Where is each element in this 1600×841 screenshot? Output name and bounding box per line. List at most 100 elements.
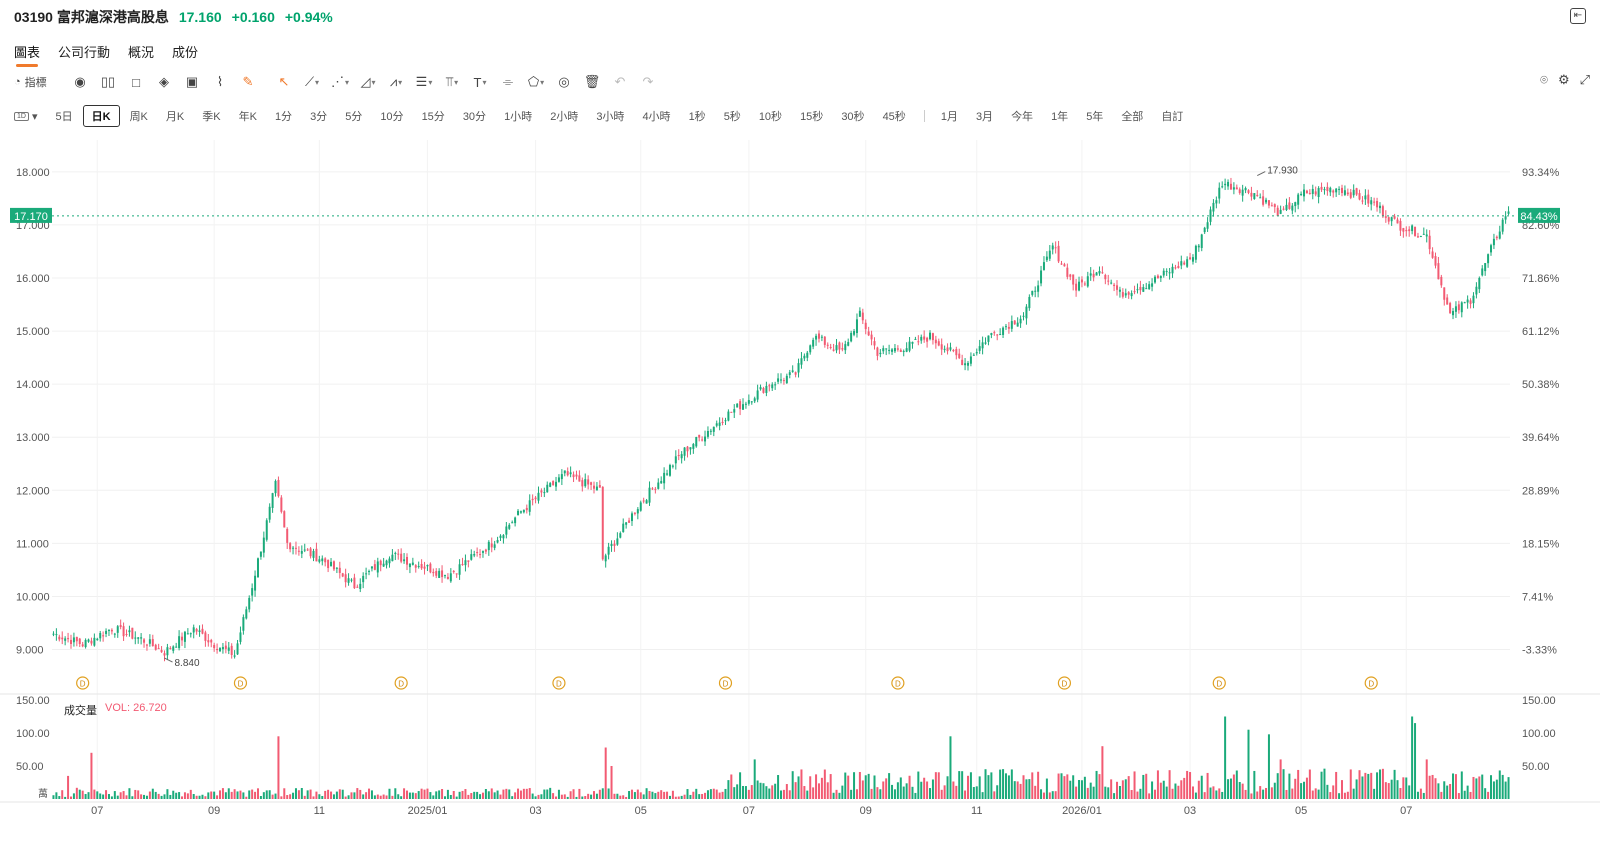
volume-bar	[294, 788, 297, 799]
tab-corporate-actions[interactable]: 公司行動	[58, 45, 111, 60]
period-30m[interactable]: 30分	[462, 111, 487, 123]
candle-body	[1244, 188, 1247, 191]
volume-bar	[1162, 780, 1165, 799]
volume-bar	[1250, 793, 1253, 799]
candle-body	[1460, 302, 1463, 313]
volume-bar	[1206, 772, 1209, 799]
period-1s[interactable]: 1秒	[688, 111, 706, 123]
fib-icon[interactable]: ☰	[410, 72, 438, 92]
camera-icon[interactable]: ⌾	[1540, 72, 1548, 87]
candle-body	[1098, 270, 1101, 274]
settings-icon[interactable]: ⚙	[1557, 72, 1570, 87]
period-3h[interactable]: 3小時	[596, 111, 625, 123]
volume-bar	[1308, 769, 1311, 799]
undo-icon[interactable]: ↶	[614, 74, 626, 89]
period-1h[interactable]: 1小時	[504, 111, 533, 123]
interval-selector[interactable]: 1D ▾	[14, 110, 37, 123]
volume-bar	[531, 793, 534, 799]
volume-bar	[467, 794, 470, 799]
period-30s[interactable]: 30秒	[841, 111, 865, 123]
period-1m[interactable]: 1分	[274, 111, 293, 123]
volume-bar	[1340, 780, 1343, 799]
candle-body	[575, 474, 578, 477]
range-1year[interactable]: 1年	[1051, 111, 1069, 123]
x-tick-label: 2025/01	[408, 805, 448, 817]
candle-body	[81, 644, 84, 647]
candle-body	[1224, 183, 1227, 186]
period-10m[interactable]: 10分	[380, 111, 404, 123]
period-15m[interactable]: 15分	[421, 111, 445, 123]
volume-bar	[280, 796, 283, 799]
range-3month[interactable]: 3月	[975, 111, 994, 123]
volume-bar	[350, 792, 353, 799]
dividend-marker-label: D	[1368, 680, 1374, 689]
range-1month[interactable]: 1月	[940, 111, 958, 123]
candle-body	[1177, 265, 1180, 268]
volume-bar	[1507, 777, 1510, 799]
candle-type-icon[interactable]: ▯▯	[100, 74, 116, 89]
period-4h[interactable]: 4小時	[642, 111, 671, 123]
period-3m[interactable]: 3分	[310, 111, 328, 123]
compare-icon[interactable]: ▣	[185, 74, 199, 89]
volume-bar	[382, 794, 385, 799]
trash-icon[interactable]: 🗑	[583, 74, 601, 89]
measure-icon[interactable]: ⫪	[438, 72, 466, 92]
highlighter-icon[interactable]: ✎	[242, 74, 254, 89]
range-all[interactable]: 全部	[1121, 111, 1144, 123]
candle-body	[610, 543, 613, 546]
triangle-draw-icon[interactable]: ◿	[354, 72, 382, 92]
candle-body	[628, 520, 631, 523]
volume-bar	[1387, 783, 1390, 799]
period-weekly[interactable]: 周K	[129, 111, 148, 123]
pattern-icon[interactable]: ⩘	[382, 72, 410, 92]
candle-body	[718, 422, 721, 426]
period-quarterly[interactable]: 季K	[202, 111, 221, 123]
period-monthly[interactable]: 月K	[165, 111, 185, 123]
volume-bar	[481, 792, 484, 799]
volume-bar	[873, 775, 876, 799]
replay-icon[interactable]: ◉	[74, 74, 86, 89]
multi-line-icon[interactable]: ⋰	[326, 72, 354, 92]
volume-bar	[52, 795, 55, 799]
volume-bar	[84, 794, 87, 799]
period-5d[interactable]: 5日	[55, 111, 73, 123]
period-45s[interactable]: 45秒	[882, 111, 906, 123]
period-yearly[interactable]: 年K	[238, 111, 257, 123]
period-2h[interactable]: 2小時	[550, 111, 579, 123]
redo-icon[interactable]: ↷	[642, 74, 654, 89]
brush-icon[interactable]: ⌯	[502, 74, 514, 89]
rectangle-icon[interactable]: □	[132, 74, 140, 90]
layers-icon[interactable]: ◈	[159, 74, 169, 89]
candle-body	[1498, 231, 1501, 239]
candle-body	[619, 533, 622, 538]
draw-style-icon[interactable]: ⌇	[216, 74, 224, 89]
pointer-icon[interactable]: ↖	[278, 74, 290, 89]
shape-icon[interactable]: ⬠	[522, 72, 550, 92]
text-icon[interactable]: T	[466, 72, 494, 92]
tab-overview[interactable]: 概況	[128, 45, 155, 60]
period-5s[interactable]: 5秒	[723, 111, 741, 123]
volume-bar	[110, 796, 113, 799]
range-ytd[interactable]: 今年	[1011, 111, 1034, 123]
candle-body	[251, 588, 254, 596]
range-custom[interactable]: 自訂	[1161, 111, 1184, 123]
period-5m[interactable]: 5分	[345, 111, 363, 123]
candle-body	[61, 637, 64, 640]
collapse-panel-icon[interactable]: ⇤	[1570, 8, 1586, 24]
period-10s[interactable]: 10秒	[758, 111, 783, 123]
candle-body	[555, 481, 558, 487]
volume-bar	[666, 791, 669, 799]
indicator-button[interactable]: ◔ 指標	[14, 76, 47, 89]
tab-constituents[interactable]: 成份	[172, 45, 199, 60]
trendline-icon[interactable]: ⟋	[298, 72, 326, 92]
range-5year[interactable]: 5年	[1086, 111, 1104, 123]
period-15s[interactable]: 15秒	[800, 111, 824, 123]
candle-body	[528, 500, 531, 512]
period-daily[interactable]: 日K	[82, 105, 120, 127]
eye-icon[interactable]: ◎	[558, 74, 570, 89]
fullscreen-icon[interactable]: ⤢	[1579, 72, 1590, 87]
candle-body	[517, 510, 520, 516]
volume-bar	[771, 785, 774, 799]
tab-chart[interactable]: 圖表	[14, 42, 40, 67]
